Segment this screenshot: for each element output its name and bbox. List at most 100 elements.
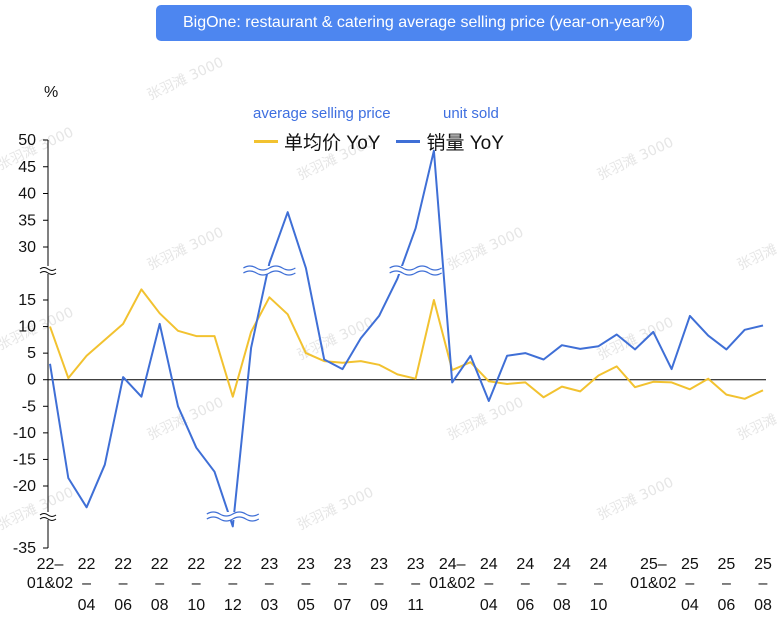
y-tick-label: -15	[13, 451, 36, 468]
x-tick-label-year: 24	[516, 556, 534, 573]
y-tick-label: -5	[22, 398, 36, 415]
x-tick-label-month: 06	[516, 597, 534, 614]
x-tick-label-sep: –	[375, 575, 384, 592]
x-tick-label-sep: –	[594, 575, 603, 592]
x-tick-label-sep: 01&02	[27, 575, 73, 592]
x-tick-label-month: 04	[78, 597, 96, 614]
annotation-asp: average selling price	[253, 105, 391, 122]
annotation-units: unit sold	[443, 105, 499, 122]
watermark-layer: 张羽滩 3000 张羽滩 3000 张羽滩 3000 张羽滩 3000 张羽滩 3000…	[0, 54, 777, 533]
x-tick-label-year: 22	[187, 556, 205, 573]
x-tick-label-year: 23	[334, 556, 352, 573]
line-break-wave	[389, 270, 442, 276]
x-tick-label-sep: –	[521, 575, 530, 592]
legend: 单均价 YoY 销量 YoY	[254, 128, 520, 155]
y-axis-break-lower-top	[39, 513, 57, 517]
series-line-units	[49, 149, 764, 528]
x-tick-label-month: 10	[590, 597, 608, 614]
x-tick-label-year: 24	[553, 556, 571, 573]
x-tick-label-month: 09	[370, 597, 388, 614]
y-tick-label: 5	[27, 345, 36, 362]
x-tick-label-sep: –	[722, 575, 731, 592]
x-tick-label-sep: –	[119, 575, 128, 592]
legend-label-units: 销量 YoY	[426, 133, 504, 154]
watermark-text: 张羽滩 3000	[145, 54, 226, 103]
x-tick-label-year: 23	[260, 556, 278, 573]
x-tick-label-year: 24	[590, 556, 608, 573]
x-tick-label-year: 22	[151, 556, 169, 573]
y-tick-label: 40	[18, 186, 36, 203]
y-tick-label: 15	[18, 292, 36, 309]
x-tick-label-year: 25–	[640, 556, 667, 573]
x-tick-label-month: 04	[681, 597, 699, 614]
x-tick-labels: 22–01&0222–0422–0622–0822–1022–1223–0323…	[27, 556, 772, 614]
x-tick-label-sep: –	[228, 575, 237, 592]
x-tick-label-year: 25	[681, 556, 699, 573]
y-tick-label: 10	[18, 319, 36, 336]
series-line-asp	[49, 288, 764, 400]
x-tick-label-sep: –	[484, 575, 493, 592]
watermark-text: 张羽滩 3000	[0, 124, 76, 173]
watermark-text: 张羽滩 3000	[595, 314, 676, 363]
x-tick-label-month: 08	[553, 597, 571, 614]
legend-item-units[interactable]: 销量 YoY	[396, 128, 504, 155]
y-tick-label: 30	[18, 239, 36, 256]
watermark-text: 张羽滩 3000	[445, 224, 526, 273]
y-tick-label: -10	[13, 425, 36, 442]
watermark-text: 张羽滩 3000	[735, 224, 777, 273]
watermark-text: 张羽滩 3000	[595, 474, 676, 523]
x-tick-label-month: 05	[297, 597, 315, 614]
line-break-wave	[206, 511, 260, 517]
line-break-wave	[243, 270, 296, 276]
line-break-wave	[206, 516, 260, 522]
x-tick-label-year: 25	[754, 556, 772, 573]
line-break-wave	[243, 265, 296, 271]
legend-label-asp: 单均价 YoY	[284, 133, 381, 154]
y-tick-label: 50	[18, 132, 36, 149]
watermark-text: 张羽滩 3000	[145, 394, 226, 443]
x-tick-label-sep: –	[155, 575, 164, 592]
x-tick-label-month: 08	[754, 597, 772, 614]
y-tick-label: 45	[18, 159, 36, 176]
x-tick-label-month: 03	[260, 597, 278, 614]
watermark-text: 张羽滩 3000	[595, 134, 676, 183]
y-unit-label: %	[44, 84, 59, 101]
x-tick-label-month: 07	[334, 597, 352, 614]
x-tick-label-month: 12	[224, 597, 242, 614]
line-break-wave	[389, 265, 442, 271]
x-tick-label-sep: –	[265, 575, 274, 592]
x-tick-label-sep: –	[301, 575, 310, 592]
chart-title: BigOne: restaurant & catering average se…	[156, 5, 692, 41]
watermark-text: 张羽滩 3000	[0, 484, 76, 533]
x-tick-label-year: 22	[224, 556, 242, 573]
legend-item-asp[interactable]: 单均价 YoY	[254, 128, 380, 155]
line-break-gap	[389, 266, 442, 274]
axes-layer: 30 35 40 45 50 -20 -15 -10 -5 0 5 10 15 -35	[13, 132, 766, 557]
y-axis-break-upper-top	[39, 267, 57, 271]
x-tick-label-sep: –	[82, 575, 91, 592]
line-break-gap	[243, 266, 296, 274]
x-tick-label-sep: –	[557, 575, 566, 592]
series-layer	[49, 149, 764, 528]
x-tick-label-sep: –	[759, 575, 768, 592]
watermark-text: 张羽滩 3000	[735, 394, 777, 443]
x-tick-label-sep: 01&02	[429, 575, 475, 592]
x-tick-label-sep: –	[192, 575, 201, 592]
legend-swatch-units	[396, 140, 421, 143]
x-tick-label-year: 24–	[439, 556, 466, 573]
x-tick-label-year: 22	[114, 556, 132, 573]
x-tick-label-month: 10	[187, 597, 205, 614]
x-tick-label-year: 25	[718, 556, 736, 573]
x-tick-label-sep: 01&02	[630, 575, 676, 592]
line-break-gap	[206, 512, 259, 520]
x-tick-label-month: 06	[114, 597, 132, 614]
x-tick-label-month: 08	[151, 597, 169, 614]
legend-swatch-asp	[254, 140, 278, 143]
watermark-text: 张羽滩 3000	[0, 304, 76, 353]
y-tick-label: 0	[27, 372, 36, 389]
watermark-text: 张羽滩 3000	[145, 224, 226, 273]
y-tick-label: -35	[13, 540, 36, 557]
x-tick-label-sep: –	[338, 575, 347, 592]
x-tick-label-month: 06	[718, 597, 736, 614]
